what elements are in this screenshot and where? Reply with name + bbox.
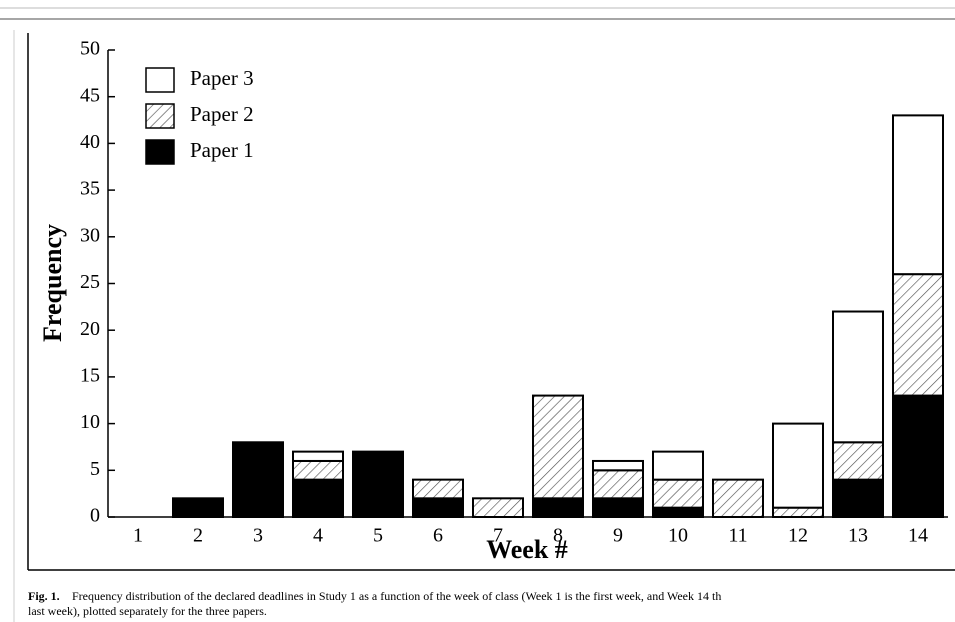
x-axis-title: Week #: [486, 535, 568, 564]
y-axis-title: Frequency: [38, 224, 67, 342]
caption-label: Fig. 1.: [28, 589, 60, 603]
bar-segment: [412, 478, 464, 500]
y-tick-label: 50: [80, 38, 100, 60]
bar-segment: [292, 478, 344, 519]
legend-label: Paper 3: [190, 66, 254, 90]
bar-segment: [892, 114, 944, 276]
y-tick-label: 30: [80, 224, 100, 246]
caption-text: last week), plotted separately for the t…: [28, 604, 267, 618]
bar-segment: [592, 497, 644, 519]
bar-segment: [592, 459, 644, 472]
bar-segment: [232, 441, 284, 518]
x-tick-label: 5: [373, 525, 383, 547]
x-tick-label: 7: [493, 525, 503, 547]
x-tick-label: 10: [668, 525, 688, 547]
bar-segment: [172, 497, 224, 519]
bar-segment: [892, 273, 944, 397]
x-tick-label: 12: [788, 525, 808, 547]
bar-segment: [532, 497, 584, 519]
y-tick-label: 20: [80, 318, 100, 340]
x-tick-label: 2: [193, 525, 203, 547]
bar-segment: [772, 422, 824, 509]
y-tick-label: 45: [80, 84, 100, 106]
y-tick-label: 10: [80, 411, 100, 433]
bar-segment: [592, 469, 644, 500]
y-tick-label: 25: [80, 271, 100, 293]
bar-segment: [652, 506, 704, 519]
caption-text: Frequency distribution of the declared d…: [72, 589, 721, 603]
x-tick-label: 13: [848, 525, 868, 547]
legend-swatch: [145, 139, 175, 165]
y-tick-label: 15: [80, 364, 100, 386]
bar-segment: [832, 478, 884, 519]
y-tick-label: 0: [90, 505, 100, 527]
x-tick-label: 8: [553, 525, 563, 547]
legend-swatch: [145, 67, 175, 93]
bar-segment: [832, 441, 884, 481]
x-tick-label: 9: [613, 525, 623, 547]
y-tick-label: 40: [80, 131, 100, 153]
bar-segment: [292, 450, 344, 462]
bar-segment: [652, 450, 704, 481]
bar-segment: [772, 506, 824, 519]
bar-segment: [652, 478, 704, 509]
y-tick-label: 35: [80, 178, 100, 200]
legend-label: Paper 2: [190, 102, 254, 126]
bar-segment: [712, 478, 764, 519]
x-tick-label: 14: [908, 525, 928, 547]
bar-segment: [352, 450, 404, 518]
bar-segment: [472, 497, 524, 519]
x-tick-label: 1: [133, 525, 143, 547]
x-tick-label: 11: [728, 525, 747, 547]
bar-segment: [832, 310, 884, 444]
bar-segment: [892, 394, 944, 518]
y-tick-label: 5: [90, 458, 100, 480]
legend-swatch: [145, 103, 175, 129]
x-tick-label: 3: [253, 525, 263, 547]
bar-segment: [292, 459, 344, 481]
legend-label: Paper 1: [190, 138, 254, 162]
x-tick-label: 4: [313, 525, 323, 547]
bar-segment: [412, 497, 464, 519]
bar-segment: [532, 394, 584, 500]
x-tick-label: 6: [433, 525, 443, 547]
